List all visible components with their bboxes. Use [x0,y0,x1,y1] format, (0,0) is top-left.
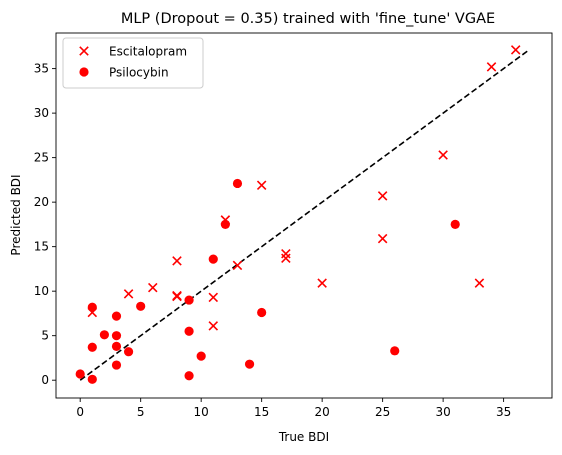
y-axis-ticks: 0 5 10 15 20 25 30 35 [34,62,56,387]
legend-marker-escitalopram [79,46,89,56]
x-tick-label: 15 [254,405,269,419]
escitalopram-point [256,180,267,190]
escitalopram-point [281,249,291,259]
data-points-layer [75,45,521,384]
escitalopram-point [172,256,182,266]
escitalopram-point [486,62,497,72]
escitalopram-point [474,278,485,288]
psilocybin-point [136,301,146,311]
y-axis-label: Predicted BDI [9,174,23,255]
escitalopram-point [377,233,388,244]
y-tick-label: 0 [41,373,49,387]
y-tick-label: 10 [34,284,49,298]
escitalopram-point [208,292,219,303]
legend-marker-psilocybin [79,67,89,77]
escitalopram-point [148,282,158,293]
legend-label-escitalopram: Escitalopram [109,45,187,59]
identity-reference-line [79,50,529,381]
y-tick-label: 20 [34,195,49,209]
x-tick-label: 30 [435,405,450,419]
legend-label-psilocybin: Psilocybin [109,66,169,80]
psilocybin-point [87,374,97,384]
psilocybin-point [257,307,267,318]
x-axis-ticks: 0 5 10 15 20 25 30 35 [76,398,511,419]
escitalopram-point [510,45,521,55]
x-tick-label: 0 [76,405,84,419]
escitalopram-point [123,289,134,299]
psilocybin-point [111,331,122,341]
escitalopram-point [438,150,448,160]
y-tick-label: 15 [34,240,49,254]
plot-frame [55,32,553,399]
y-tick-label: 35 [34,62,49,76]
psilocybin-point [87,342,97,352]
psilocybin-point [232,178,243,189]
x-tick-label: 20 [315,405,330,419]
psilocybin-point [184,295,194,305]
psilocybin-point [244,359,255,369]
x-tick-label: 25 [375,405,390,419]
y-tick-label: 30 [34,106,49,120]
legend: Escitalopram Psilocybin [62,37,204,89]
legend-box [62,37,204,89]
escitalopram-point [281,253,291,263]
psilocybin-point [184,371,194,381]
psilocybin-point [111,360,122,370]
x-tick-label: 35 [496,405,511,419]
escitalopram-point [377,191,388,201]
escitalopram-point [208,321,219,331]
x-axis-label: True BDI [278,430,329,444]
y-tick-label: 25 [34,151,49,165]
x-tick-label: 5 [137,405,145,419]
psilocybin-point [99,330,109,340]
psilocybin-point [111,311,122,321]
reference-line-layer [79,50,529,381]
escitalopram-point [172,291,182,302]
psilocybin-point [450,219,460,230]
psilocybin-point [390,346,400,356]
y-tick-label: 5 [41,329,49,343]
psilocybin-point [184,326,194,336]
psilocybin-point [123,347,134,357]
escitalopram-point [232,260,243,271]
psilocybin-point [87,302,97,312]
psilocybin-point [196,351,206,361]
psilocybin-point [75,369,85,379]
chart-title: MLP (Dropout = 0.35) trained with 'fine_… [121,11,495,27]
x-tick-label: 10 [194,405,209,419]
psilocybin-point [111,341,122,351]
escitalopram-point [317,278,327,288]
psilocybin-point [208,254,218,264]
psilocybin-point [220,219,230,230]
